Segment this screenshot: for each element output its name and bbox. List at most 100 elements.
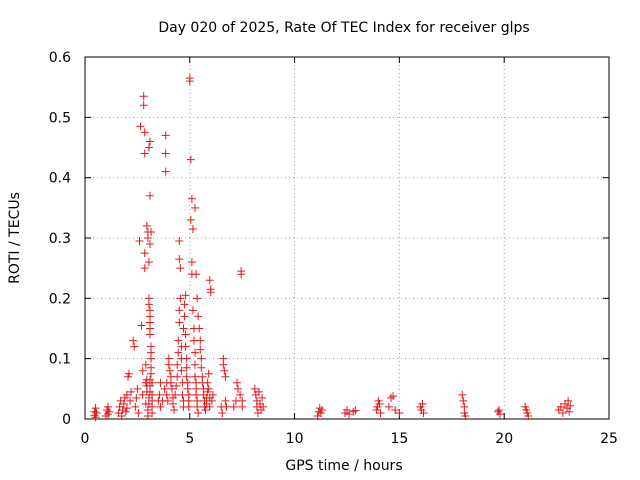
data-point bbox=[130, 342, 139, 351]
data-point bbox=[148, 378, 157, 387]
data-point bbox=[91, 413, 100, 422]
data-point bbox=[351, 406, 360, 415]
data-point bbox=[140, 264, 149, 273]
data-point bbox=[147, 354, 156, 363]
data-point bbox=[461, 411, 470, 420]
data-point bbox=[173, 372, 182, 381]
data-point bbox=[191, 203, 200, 212]
data-point bbox=[174, 336, 183, 345]
data-point bbox=[104, 402, 113, 411]
data-point bbox=[418, 399, 427, 408]
data-point bbox=[138, 390, 147, 399]
data-point bbox=[254, 387, 263, 396]
data-point bbox=[176, 294, 185, 303]
data-point bbox=[208, 390, 217, 399]
data-point bbox=[494, 405, 503, 414]
data-point bbox=[181, 291, 190, 300]
data-point bbox=[258, 393, 267, 402]
data-point bbox=[145, 191, 154, 200]
data-point bbox=[458, 390, 467, 399]
data-point bbox=[218, 408, 227, 417]
data-point bbox=[91, 404, 100, 413]
data-point bbox=[165, 366, 174, 375]
data-point bbox=[195, 324, 204, 333]
data-point bbox=[349, 407, 358, 416]
data-point bbox=[556, 402, 565, 411]
plot-frame bbox=[84, 56, 610, 420]
data-point bbox=[145, 240, 154, 249]
data-point bbox=[221, 372, 230, 381]
data-point bbox=[127, 387, 136, 396]
data-point bbox=[139, 101, 148, 110]
data-point bbox=[182, 363, 191, 372]
data-point bbox=[140, 149, 149, 158]
data-point bbox=[185, 77, 194, 86]
data-point bbox=[191, 348, 200, 357]
data-point bbox=[201, 405, 210, 414]
data-point bbox=[181, 330, 190, 339]
data-point bbox=[203, 378, 212, 387]
data-point bbox=[139, 92, 148, 101]
data-point bbox=[197, 363, 206, 372]
data-point bbox=[250, 384, 259, 393]
data-point bbox=[136, 122, 145, 131]
data-point bbox=[222, 402, 231, 411]
x-tick-label: 5 bbox=[185, 431, 194, 447]
data-point bbox=[524, 411, 533, 420]
data-point bbox=[177, 366, 186, 375]
data-point bbox=[142, 221, 151, 230]
data-point bbox=[188, 224, 197, 233]
data-point bbox=[92, 408, 101, 417]
y-tick-label: 0.1 bbox=[49, 352, 71, 368]
data-point bbox=[194, 312, 203, 321]
x-axis-label: GPS time / hours bbox=[285, 458, 402, 474]
data-point bbox=[221, 396, 230, 405]
data-point bbox=[194, 408, 203, 417]
y-tick-label: 0.3 bbox=[49, 231, 71, 247]
data-point bbox=[459, 396, 468, 405]
data-point bbox=[164, 360, 173, 369]
data-point bbox=[132, 393, 141, 402]
data-points bbox=[90, 74, 575, 422]
x-tick-label: 25 bbox=[600, 431, 618, 447]
y-tick-label: 0 bbox=[62, 412, 71, 428]
data-point bbox=[175, 255, 184, 264]
data-point bbox=[391, 405, 400, 414]
data-point bbox=[160, 384, 169, 393]
data-point bbox=[161, 149, 170, 158]
data-point bbox=[181, 342, 190, 351]
y-tick-label: 0.2 bbox=[49, 291, 71, 307]
data-point bbox=[375, 399, 384, 408]
data-point bbox=[395, 408, 404, 417]
data-point bbox=[133, 384, 142, 393]
data-point bbox=[191, 360, 200, 369]
y-tick-label: 0.5 bbox=[49, 110, 71, 126]
data-point bbox=[166, 378, 175, 387]
data-point bbox=[419, 408, 428, 417]
x-tick-label: 15 bbox=[390, 431, 408, 447]
data-point bbox=[387, 393, 396, 402]
data-point bbox=[105, 407, 114, 416]
data-point bbox=[162, 390, 171, 399]
data-point bbox=[345, 410, 354, 419]
data-point bbox=[196, 336, 205, 345]
data-point bbox=[564, 396, 573, 405]
data-point bbox=[176, 264, 185, 273]
data-point bbox=[232, 378, 241, 387]
data-point bbox=[143, 234, 152, 242]
data-point bbox=[129, 336, 138, 345]
data-point bbox=[343, 405, 351, 414]
data-point bbox=[147, 369, 156, 378]
data-point bbox=[180, 312, 189, 321]
x-tick-label: 0 bbox=[81, 431, 90, 447]
data-point bbox=[126, 396, 135, 405]
data-point bbox=[184, 402, 193, 411]
data-point bbox=[122, 390, 131, 399]
data-point bbox=[117, 411, 126, 420]
data-point bbox=[236, 390, 245, 399]
data-point bbox=[204, 384, 213, 393]
data-point bbox=[205, 402, 214, 411]
data-point bbox=[193, 402, 202, 411]
data-point bbox=[144, 300, 153, 309]
data-point bbox=[220, 366, 229, 375]
